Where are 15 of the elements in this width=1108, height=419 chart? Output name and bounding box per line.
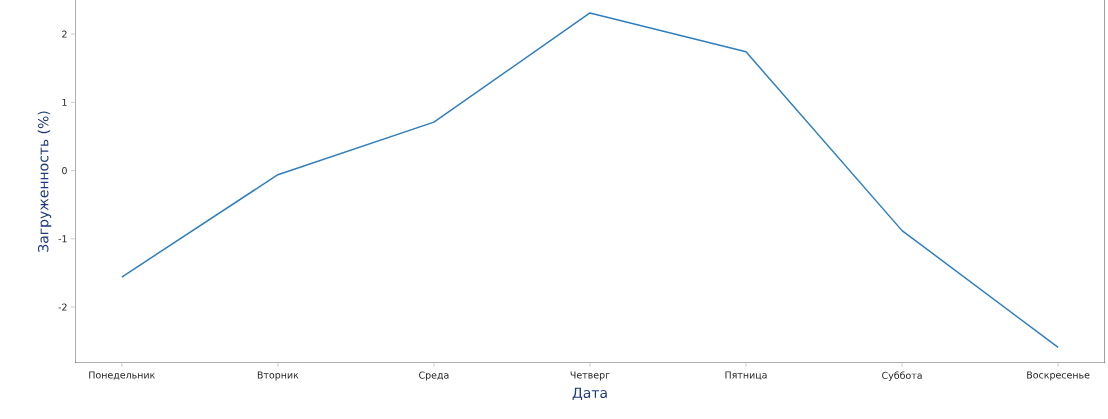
x-tick-label: Четверг	[570, 371, 610, 381]
y-tick-label: -1	[58, 235, 67, 243]
x-tick-label: Пятница	[725, 371, 767, 380]
x-tick-label: Понедельник	[89, 371, 155, 380]
y-tick-label: -2	[58, 303, 67, 311]
x-tick-label: Суббота	[882, 371, 922, 381]
y-tick-label: 2	[62, 30, 67, 38]
y-tick-label: 0	[62, 166, 67, 175]
y-tick-label: 1	[62, 98, 67, 106]
line-series	[121, 12, 1059, 349]
x-tick-label: Воскресенье	[1027, 371, 1090, 381]
x-tick-label: Среда	[419, 371, 449, 381]
x-tick-label: Вторник	[257, 371, 299, 381]
x-axis-title: Дата	[572, 387, 607, 401]
y-axis-title: Загруженность (%)	[37, 111, 52, 252]
